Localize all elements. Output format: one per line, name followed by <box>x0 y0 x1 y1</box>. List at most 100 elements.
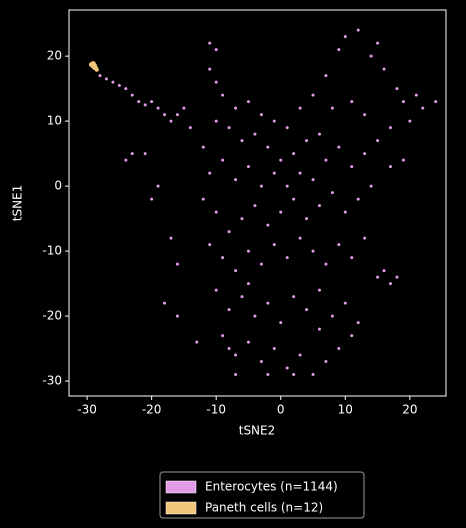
point <box>98 74 102 78</box>
point <box>214 288 218 292</box>
point <box>214 80 218 84</box>
point <box>388 282 392 286</box>
point <box>311 249 315 253</box>
point <box>188 126 192 130</box>
point <box>272 243 276 247</box>
point <box>298 353 302 357</box>
legend-box <box>159 471 365 519</box>
point <box>94 67 99 72</box>
point <box>305 139 309 143</box>
point <box>234 106 238 110</box>
point <box>163 113 167 117</box>
point <box>253 132 257 136</box>
point <box>124 158 128 162</box>
point <box>343 35 347 39</box>
point <box>317 288 321 292</box>
legend-label: Paneth cells (n=12) <box>205 501 323 515</box>
point <box>298 106 302 110</box>
point <box>272 119 276 123</box>
point <box>311 373 315 377</box>
point <box>305 217 309 221</box>
point <box>137 100 141 104</box>
point <box>234 269 238 273</box>
point <box>195 340 199 344</box>
point <box>124 87 128 91</box>
point <box>324 74 328 78</box>
x-tick-label: -30 <box>77 403 97 417</box>
point <box>395 87 399 91</box>
point <box>337 243 341 247</box>
point <box>317 327 321 331</box>
point <box>330 106 334 110</box>
point <box>259 184 263 188</box>
point <box>369 54 373 58</box>
point <box>117 83 121 87</box>
point <box>356 197 360 201</box>
point <box>434 100 438 104</box>
y-tick-label: 20 <box>47 49 62 63</box>
point <box>175 113 179 117</box>
point <box>305 308 309 312</box>
point <box>369 184 373 188</box>
point <box>208 67 212 71</box>
point <box>259 262 263 266</box>
y-tick-label: -20 <box>42 309 62 323</box>
point <box>266 301 270 305</box>
point <box>408 119 412 123</box>
y-axis-label: tSNE1 <box>11 185 25 222</box>
point <box>382 67 386 71</box>
point <box>208 41 212 45</box>
point <box>259 360 263 364</box>
point <box>246 340 250 344</box>
point <box>279 321 283 325</box>
point <box>388 126 392 130</box>
point <box>246 282 250 286</box>
point <box>150 100 154 104</box>
point <box>227 126 231 130</box>
point <box>421 106 425 110</box>
point <box>240 139 244 143</box>
point <box>143 152 147 156</box>
y-tick-label: 10 <box>47 114 62 128</box>
point <box>175 262 179 266</box>
point <box>156 106 160 110</box>
point <box>350 165 354 169</box>
point <box>201 145 205 149</box>
point <box>285 366 289 370</box>
point <box>337 48 341 52</box>
point <box>266 373 270 377</box>
y-tick-label: -10 <box>42 244 62 258</box>
point <box>324 158 328 162</box>
point <box>337 347 341 351</box>
x-tick-label: 0 <box>277 403 285 417</box>
point <box>221 93 225 97</box>
plot-area <box>68 9 447 397</box>
point <box>292 152 296 156</box>
point <box>272 347 276 351</box>
point <box>337 145 341 149</box>
point <box>150 197 154 201</box>
point <box>376 139 380 143</box>
point <box>175 314 179 318</box>
point <box>382 269 386 273</box>
point <box>214 210 218 214</box>
point <box>311 178 315 182</box>
point <box>395 275 399 279</box>
point <box>285 184 289 188</box>
point <box>234 373 238 377</box>
y-tick-label: -30 <box>42 374 62 388</box>
point <box>388 165 392 169</box>
point <box>163 301 167 305</box>
point <box>266 145 270 149</box>
point <box>285 126 289 130</box>
point <box>169 119 173 123</box>
point <box>401 100 405 104</box>
point <box>350 100 354 104</box>
point <box>208 243 212 247</box>
point <box>169 236 173 240</box>
point <box>298 236 302 240</box>
point <box>182 106 186 110</box>
point <box>279 210 283 214</box>
point <box>234 353 238 357</box>
point <box>214 48 218 52</box>
